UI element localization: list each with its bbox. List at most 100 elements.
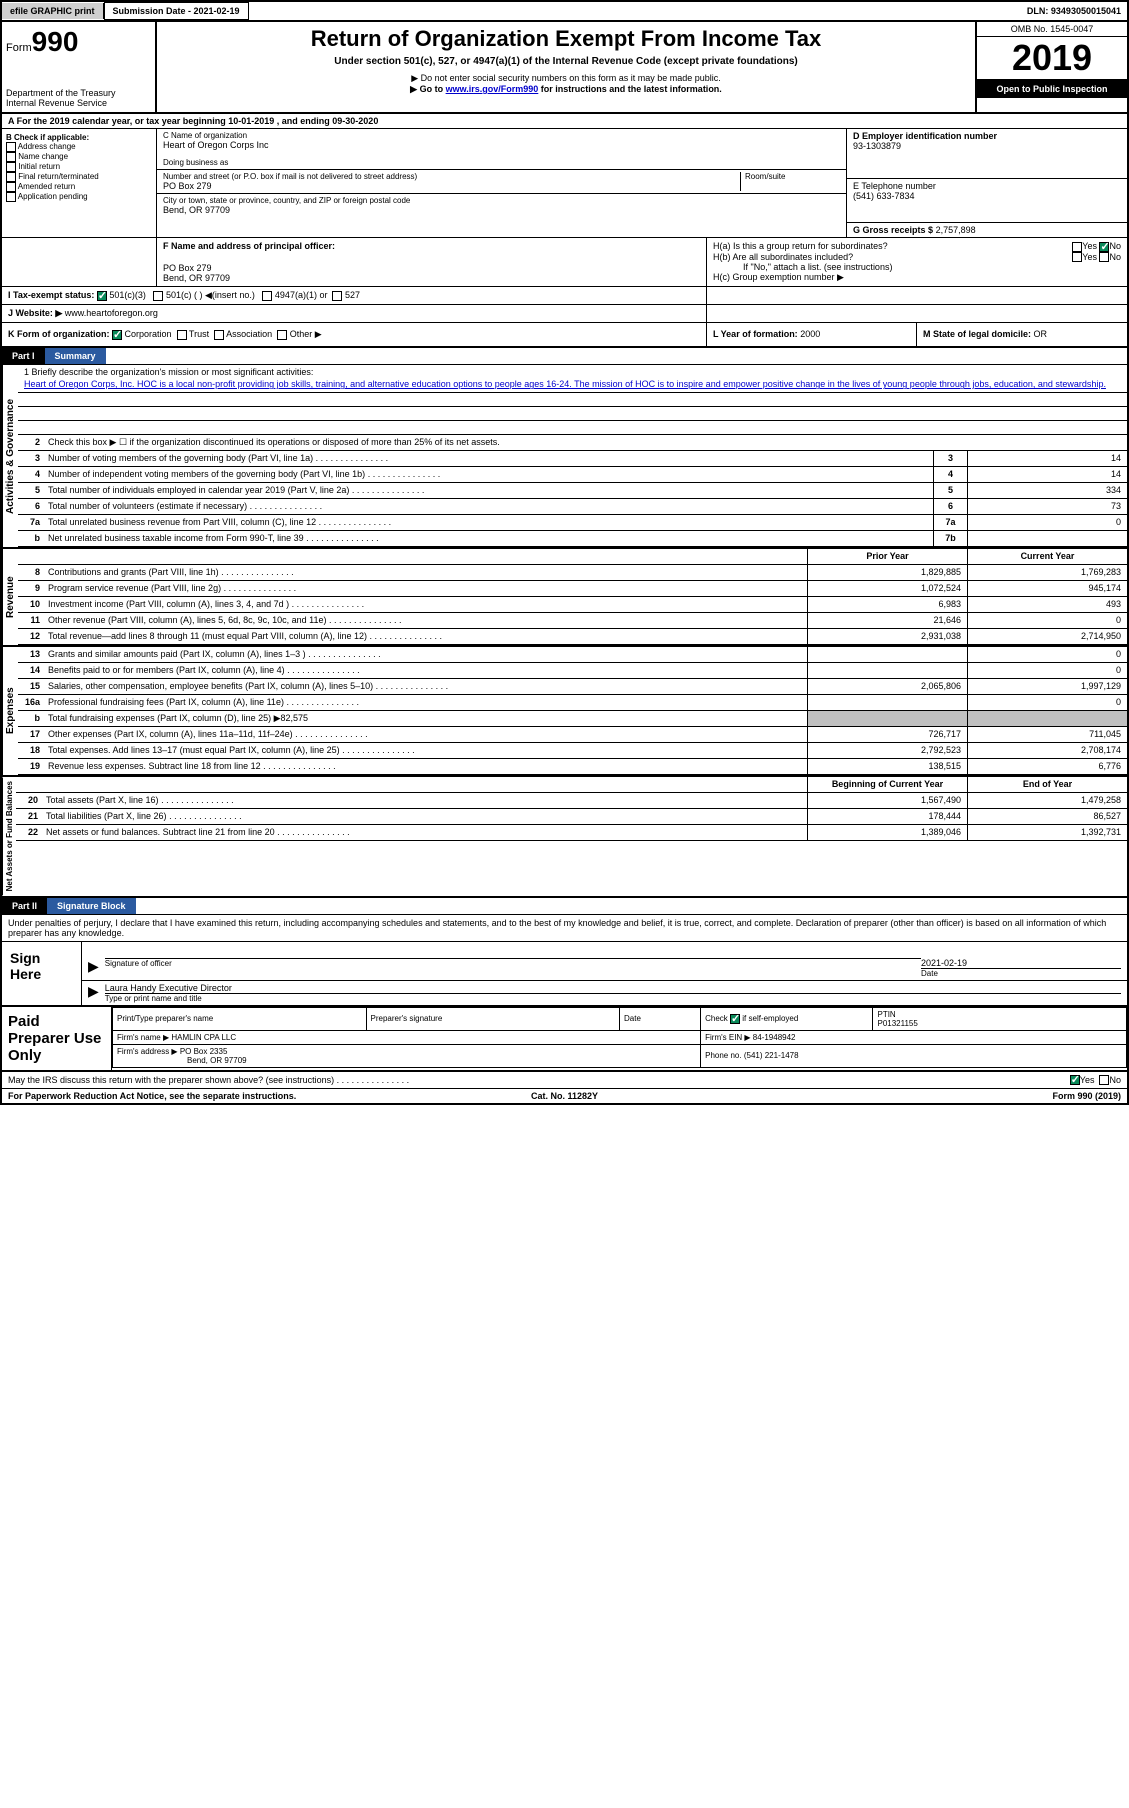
officer-addr1: PO Box 279 (163, 263, 700, 273)
part-2-tag: Part II (2, 898, 47, 914)
cb-corp[interactable] (112, 330, 122, 340)
table-row: 16a Professional fundraising fees (Part … (18, 695, 1127, 711)
part-1-header: Part I Summary (2, 348, 1127, 365)
line-desc: Professional fundraising fees (Part IX, … (44, 695, 807, 710)
line-num: 4 (18, 467, 44, 482)
cb-discuss-no[interactable] (1099, 1075, 1109, 1085)
end-year-hdr: End of Year (967, 777, 1127, 792)
header-right: OMB No. 1545-0047 2019 Open to Public In… (977, 22, 1127, 112)
cb-application-pending[interactable]: Application pending (6, 192, 152, 202)
current-value: 2,708,174 (967, 743, 1127, 758)
spacer (2, 238, 157, 286)
line-desc: Net unrelated business taxable income fr… (44, 531, 933, 546)
prior-value: 138,515 (807, 759, 967, 774)
row-fh: F Name and address of principal officer:… (2, 238, 1127, 287)
cb-initial-return[interactable]: Initial return (6, 162, 152, 172)
table-row: 10 Investment income (Part VIII, column … (18, 597, 1127, 613)
year-formation-label: L Year of formation: (713, 329, 798, 339)
box-b: B Check if applicable: Address change Na… (2, 129, 157, 237)
firm-addr-label: Firm's address ▶ (117, 1047, 178, 1056)
cb-501c[interactable] (153, 291, 163, 301)
opt-501c3: 501(c)(3) (109, 290, 146, 300)
prep-selfemp: Check if self-employed (701, 1007, 873, 1030)
cb-4947[interactable] (262, 291, 272, 301)
cb-address-change[interactable]: Address change (6, 142, 152, 152)
irs-link[interactable]: www.irs.gov/Form990 (446, 84, 539, 94)
line-desc: Other expenses (Part IX, column (A), lin… (44, 727, 807, 742)
cb-discuss-yes[interactable] (1070, 1075, 1080, 1085)
cb-501c3[interactable] (97, 291, 107, 301)
line-desc: Total revenue—add lines 8 through 11 (mu… (44, 629, 807, 644)
ptin-label: PTIN (877, 1010, 895, 1019)
line-num: 19 (18, 759, 44, 774)
line-desc: Salaries, other compensation, employee b… (44, 679, 807, 694)
dln: DLN: 93493050015041 (1021, 4, 1127, 18)
firm-phone-cell: Phone no. (541) 221-1478 (701, 1044, 1127, 1067)
selfemp-label: if self-employed (742, 1014, 798, 1023)
cb-amended[interactable]: Amended return (6, 182, 152, 192)
city-label: City or town, state or province, country… (163, 196, 840, 205)
cb-final-return[interactable]: Final return/terminated (6, 172, 152, 182)
current-value: 0 (967, 663, 1127, 678)
line-desc: Net assets or fund balances. Subtract li… (42, 825, 807, 840)
org-name-label: C Name of organization (163, 131, 840, 140)
form-990-page: efile GRAPHIC print Submission Date - 20… (0, 0, 1129, 1105)
note-link: ▶ Go to www.irs.gov/Form990 for instruct… (161, 84, 971, 95)
opt-501c: 501(c) ( ) ◀(insert no.) (166, 290, 255, 300)
current-value: 1,997,129 (967, 679, 1127, 694)
line-num: 12 (18, 629, 44, 644)
current-value: 6,776 (967, 759, 1127, 774)
prior-value: 2,931,038 (807, 629, 967, 644)
box-k: K Form of organization: Corporation Trus… (2, 323, 707, 346)
line-desc: Total unrelated business revenue from Pa… (44, 515, 933, 530)
box-h: H(a) Is this a group return for subordin… (707, 238, 1127, 286)
h-b-note: If "No," attach a list. (see instruction… (713, 262, 1121, 272)
year-formation: 2000 (800, 329, 820, 339)
line-box: 6 (933, 499, 967, 514)
cb-trust[interactable] (177, 330, 187, 340)
cb-name-change[interactable]: Name change (6, 152, 152, 162)
header-left: Form990 Department of the Treasury Inter… (2, 22, 157, 112)
cb-assoc[interactable] (214, 330, 224, 340)
section-expenses: Expenses 13 Grants and similar amounts p… (2, 647, 1127, 777)
table-row: 19 Revenue less expenses. Subtract line … (18, 759, 1127, 775)
current-value: 1,769,283 (967, 565, 1127, 580)
table-row: b Net unrelated business taxable income … (18, 531, 1127, 547)
box-deg: D Employer identification number 93-1303… (847, 129, 1127, 237)
officer-name-title: Laura Handy Executive Director (105, 983, 1121, 993)
org-city: Bend, OR 97709 (163, 205, 840, 215)
current-value (967, 711, 1127, 726)
box-f: F Name and address of principal officer:… (157, 238, 707, 286)
cb-527[interactable] (332, 291, 342, 301)
prior-value: 178,444 (807, 809, 967, 824)
officer-label: F Name and address of principal officer: (163, 241, 700, 251)
prior-value: 1,072,524 (807, 581, 967, 596)
signature-block: Sign Here ▶ Signature of officer 2021-02… (2, 942, 1127, 1007)
header-mid: Return of Organization Exempt From Incom… (157, 22, 977, 112)
h-c-label: H(c) Group exemption number ▶ (713, 272, 1121, 283)
discuss-answer: Yes No (1070, 1075, 1121, 1086)
prior-value: 1,389,046 (807, 825, 967, 840)
open-inspection: Open to Public Inspection (977, 80, 1127, 98)
table-row: 5 Total number of individuals employed i… (18, 483, 1127, 499)
mission-blank2 (18, 407, 1127, 421)
cb-self-employed[interactable] (730, 1014, 740, 1024)
opt-527: 527 (345, 290, 360, 300)
website-label: J Website: ▶ (8, 308, 62, 318)
note-post: for instructions and the latest informat… (538, 84, 722, 94)
current-value: 1,479,258 (967, 793, 1127, 808)
table-row: Firm's name ▶ HAMLIN CPA LLC Firm's EIN … (113, 1030, 1127, 1044)
firm-name-label: Firm's name ▶ (117, 1033, 169, 1042)
cb-other[interactable] (277, 330, 287, 340)
box-m: M State of legal domicile: OR (917, 323, 1127, 346)
vlabel-expenses: Expenses (2, 647, 18, 775)
section-bcdeg: B Check if applicable: Address change Na… (2, 129, 1127, 238)
dept-treasury: Department of the Treasury (6, 88, 151, 98)
opt-other: Other ▶ (290, 329, 322, 339)
firm-ein-label: Firm's EIN ▶ (705, 1033, 750, 1042)
submission-date: Submission Date - 2021-02-19 (104, 2, 249, 20)
line-num: b (18, 531, 44, 546)
section-governance: Activities & Governance 1 Briefly descri… (2, 365, 1127, 549)
current-value: 493 (967, 597, 1127, 612)
sig-officer-label: Signature of officer (105, 958, 921, 968)
